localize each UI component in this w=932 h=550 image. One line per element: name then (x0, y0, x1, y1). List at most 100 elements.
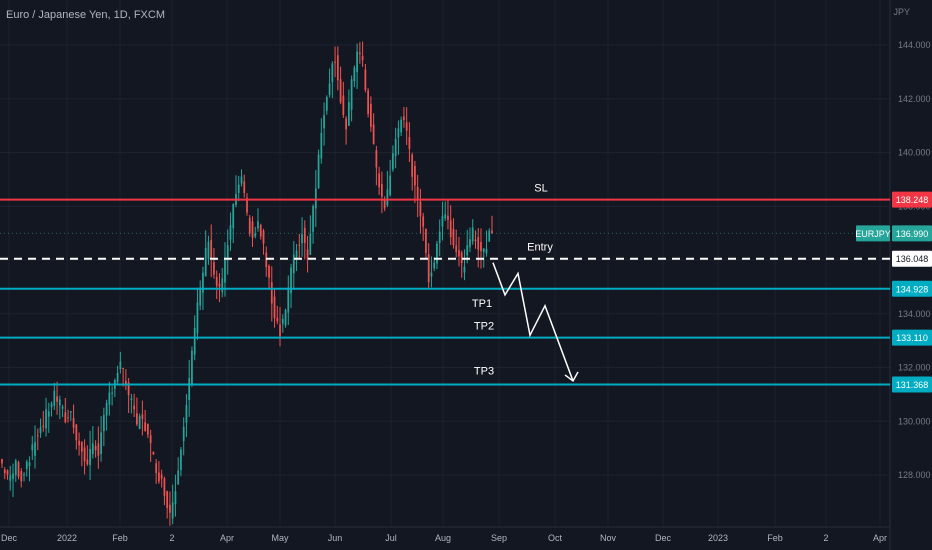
candle-body (477, 236, 480, 250)
candle-body (248, 217, 251, 234)
candle-body (287, 287, 290, 313)
candle (268, 264, 270, 289)
candle (237, 175, 240, 202)
candle (389, 159, 392, 197)
candle (1, 458, 3, 469)
candle-body (191, 350, 193, 384)
level-name-sl: SL (534, 183, 547, 195)
candle (25, 459, 28, 477)
candle-body (199, 287, 202, 306)
candle (427, 243, 430, 289)
candle (226, 229, 229, 275)
candle (69, 411, 72, 421)
candle (102, 407, 105, 447)
candle-body (444, 214, 447, 219)
candle (100, 416, 102, 462)
candle-body (480, 242, 482, 251)
candle-body (163, 478, 166, 496)
candle (166, 490, 169, 519)
candle (323, 102, 325, 146)
candle-body (141, 414, 144, 420)
candle-body (488, 230, 491, 242)
candle (447, 199, 449, 230)
candle (301, 217, 303, 257)
candle-body (119, 361, 122, 370)
candle-body (213, 262, 215, 275)
time-tick-label: Feb (112, 533, 128, 543)
candle (169, 491, 171, 526)
candle (405, 107, 408, 146)
candle (246, 193, 248, 216)
candle-body (100, 432, 102, 454)
candle-body (400, 119, 403, 133)
candle (158, 461, 160, 484)
candle-body (237, 184, 240, 193)
candle (408, 122, 411, 162)
candle-body (270, 282, 273, 304)
candle-body (455, 245, 458, 252)
candle-body (202, 272, 204, 293)
candle-body (392, 153, 394, 170)
candle-body (36, 435, 39, 437)
level-price-tag-tp3 (892, 376, 932, 393)
candle (306, 235, 309, 273)
candle (136, 397, 138, 427)
candle (414, 160, 416, 203)
candle (207, 235, 210, 265)
candle (199, 280, 202, 311)
candle (416, 174, 419, 218)
candle-body (482, 248, 485, 252)
candle (295, 243, 298, 272)
candle (215, 270, 218, 300)
candle (3, 467, 6, 480)
candle-body (196, 302, 199, 334)
candle-body (361, 55, 364, 61)
candle-body (328, 83, 331, 95)
candle (436, 240, 438, 270)
candle-body (17, 462, 20, 477)
candle-body (45, 409, 47, 429)
candle-body (64, 412, 67, 423)
candle (339, 66, 342, 105)
time-tick-label: Dec (1, 533, 18, 543)
candle-body (312, 206, 314, 232)
candle-body (171, 502, 174, 519)
candle (345, 115, 347, 145)
candle-body (155, 463, 158, 474)
candle-body (452, 228, 455, 246)
candle (394, 127, 397, 169)
candle (182, 417, 185, 456)
level-price-label: 133.110 (896, 333, 928, 343)
candle-body (281, 318, 284, 324)
candle (130, 394, 133, 414)
price-tick-label: 132.000 (898, 363, 931, 373)
candle (28, 456, 31, 482)
candle (312, 204, 314, 244)
candle-body (204, 248, 207, 277)
candle (86, 445, 89, 466)
candle (328, 68, 331, 98)
candles (1, 41, 493, 526)
level-price-label: 131.368 (896, 380, 929, 390)
candle-body (411, 154, 414, 177)
candle-body (53, 390, 56, 406)
candle-body (69, 411, 72, 413)
candle-body (358, 52, 361, 55)
candle (276, 305, 279, 325)
candle-body (325, 97, 328, 111)
grid (0, 0, 890, 527)
candle (438, 219, 441, 257)
candle-body (449, 220, 452, 238)
candle-body (136, 413, 138, 425)
candle (284, 308, 287, 328)
candle (290, 263, 292, 308)
candle (292, 241, 295, 290)
candle (31, 435, 34, 461)
candle-body (474, 239, 477, 242)
candle-body (323, 114, 325, 129)
candle (78, 432, 80, 456)
candle-body (378, 173, 381, 188)
candle-body (229, 225, 232, 240)
candle-body (301, 234, 303, 244)
